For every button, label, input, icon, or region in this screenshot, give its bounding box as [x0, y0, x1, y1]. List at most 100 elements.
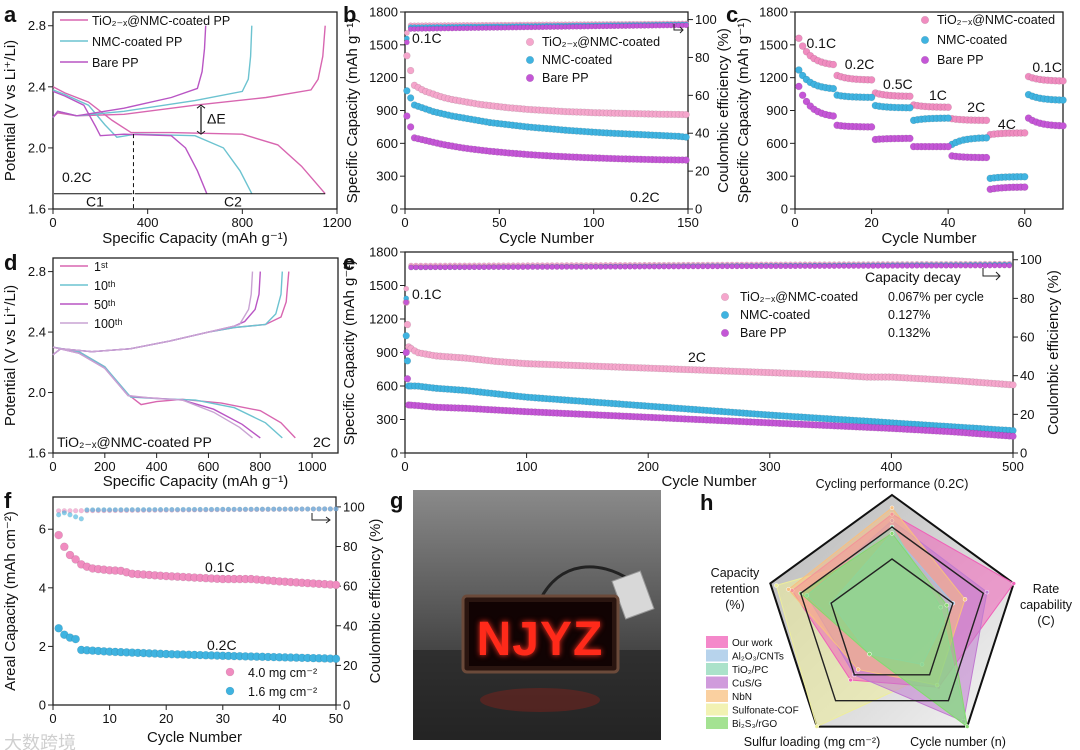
- y-tick-label: 1200: [759, 70, 788, 85]
- ce-marker: [977, 262, 984, 269]
- capacity-marker: [403, 87, 411, 95]
- x-tick-label: 0: [49, 215, 56, 230]
- ce-marker: [573, 264, 580, 270]
- x-tick-label: 60: [1017, 215, 1031, 230]
- rate-marker: [982, 116, 991, 125]
- charge-curve-3: [52, 271, 254, 356]
- x-tick-label: 0: [401, 459, 408, 474]
- ce-marker: [982, 262, 988, 269]
- rate-marker: [867, 76, 876, 84]
- ce-marker: [403, 299, 410, 306]
- ce-marker: [78, 508, 85, 514]
- panel-label-a: a: [4, 2, 17, 27]
- ce-marker: [670, 263, 677, 270]
- ce-marker: [602, 263, 609, 270]
- led-text: NJYZ: [477, 613, 604, 666]
- ce-marker: [288, 506, 294, 512]
- ce-marker: [486, 264, 492, 271]
- ce-marker: [403, 285, 410, 292]
- ce-marker: [72, 514, 79, 520]
- capacity-marker: [682, 133, 690, 141]
- rate-label: 0.2C: [845, 56, 875, 72]
- plot-frame: [52, 496, 337, 706]
- ce-marker: [225, 506, 232, 513]
- led-dot-overlay: [469, 602, 612, 666]
- y2-tick-label: 40: [1020, 368, 1034, 383]
- x-tick-label: 200: [637, 459, 659, 474]
- x-tick-label: 400: [137, 215, 159, 230]
- ce-marker: [403, 29, 410, 36]
- rate-label: 0.1C: [1032, 59, 1062, 75]
- x-tick-label: 40: [941, 215, 955, 230]
- legend-swatch: [706, 703, 728, 716]
- x-tick-label: 0: [49, 711, 56, 726]
- ce-marker: [524, 264, 531, 270]
- radar-axis-label: (%): [725, 598, 744, 612]
- ce-marker: [265, 506, 271, 512]
- plot-frame: [52, 11, 338, 210]
- y-tick-label: 4: [39, 580, 46, 595]
- ce-marker: [967, 262, 974, 269]
- ce-marker: [534, 264, 541, 270]
- x-tick-label: 0: [791, 215, 798, 230]
- ce-marker: [146, 506, 152, 513]
- rate-marker: [944, 103, 952, 112]
- ce-marker: [248, 506, 254, 512]
- y2-tick-label: 0: [1020, 446, 1027, 461]
- ce-marker: [208, 506, 215, 513]
- panel-b-axes: [400, 11, 693, 214]
- ce-marker: [865, 263, 872, 269]
- charge-curve-2: [52, 25, 207, 118]
- y-tick-label: 900: [376, 345, 398, 360]
- ce-marker: [884, 263, 891, 269]
- y-tick-label: 1.6: [28, 446, 46, 461]
- rate-marker: [867, 123, 876, 131]
- ce-marker: [500, 264, 507, 271]
- capacity-decay-value: 0.132%: [888, 326, 930, 340]
- legend-marker: [920, 55, 930, 65]
- y-tick-label: 6: [39, 522, 46, 537]
- ce-marker: [875, 263, 881, 269]
- ce-marker: [665, 263, 672, 270]
- c1-label: C1: [86, 194, 104, 210]
- y2-tick-label: 0: [695, 202, 702, 217]
- capacity-marker: [403, 320, 412, 329]
- rate-marker: [829, 60, 838, 69]
- x-axis-title: Cycle Number: [661, 473, 756, 490]
- legend-label: NbN: [732, 692, 752, 703]
- y-axis-title: Potential (V vs Li⁺/Li): [2, 40, 19, 181]
- ce-marker: [952, 262, 959, 269]
- radar-point: [964, 724, 970, 729]
- ce-marker: [437, 264, 444, 271]
- rate-marker: [829, 112, 838, 120]
- legend-swatch: [706, 690, 728, 702]
- panel-label-c: c: [726, 2, 738, 27]
- ce-marker: [807, 263, 813, 270]
- y2-tick-label: 80: [343, 539, 357, 554]
- ce-marker: [826, 263, 833, 270]
- ce-marker: [447, 264, 453, 271]
- ce-marker: [709, 263, 716, 270]
- panel-label-e: e: [343, 250, 355, 275]
- ce-marker: [777, 263, 784, 270]
- y-tick-label: 1800: [369, 245, 398, 260]
- ce-marker: [782, 263, 789, 270]
- radar-point: [786, 587, 791, 592]
- ce-marker: [1001, 262, 1008, 269]
- ce-marker: [821, 263, 828, 270]
- x-tick-label: 200: [94, 459, 116, 474]
- ce-marker: [680, 263, 687, 270]
- radar-point: [962, 597, 968, 602]
- legend-label: 1.6 mg cm⁻²: [248, 685, 317, 699]
- rate-marker: [1059, 77, 1067, 85]
- ce-marker: [1006, 262, 1013, 269]
- legend-label: Bare PP: [542, 71, 589, 85]
- first-rate-annotation: 0.1C: [412, 286, 442, 302]
- charge-curve-2: [52, 271, 261, 356]
- y2-tick-label: 80: [695, 50, 709, 65]
- ce-marker: [254, 506, 260, 512]
- rate-label: 0.1C: [806, 35, 836, 51]
- rate-label: 2C: [967, 99, 985, 115]
- y2-tick-label: 0: [343, 698, 350, 713]
- radar-axis-label: Cycle number (n): [910, 735, 1006, 749]
